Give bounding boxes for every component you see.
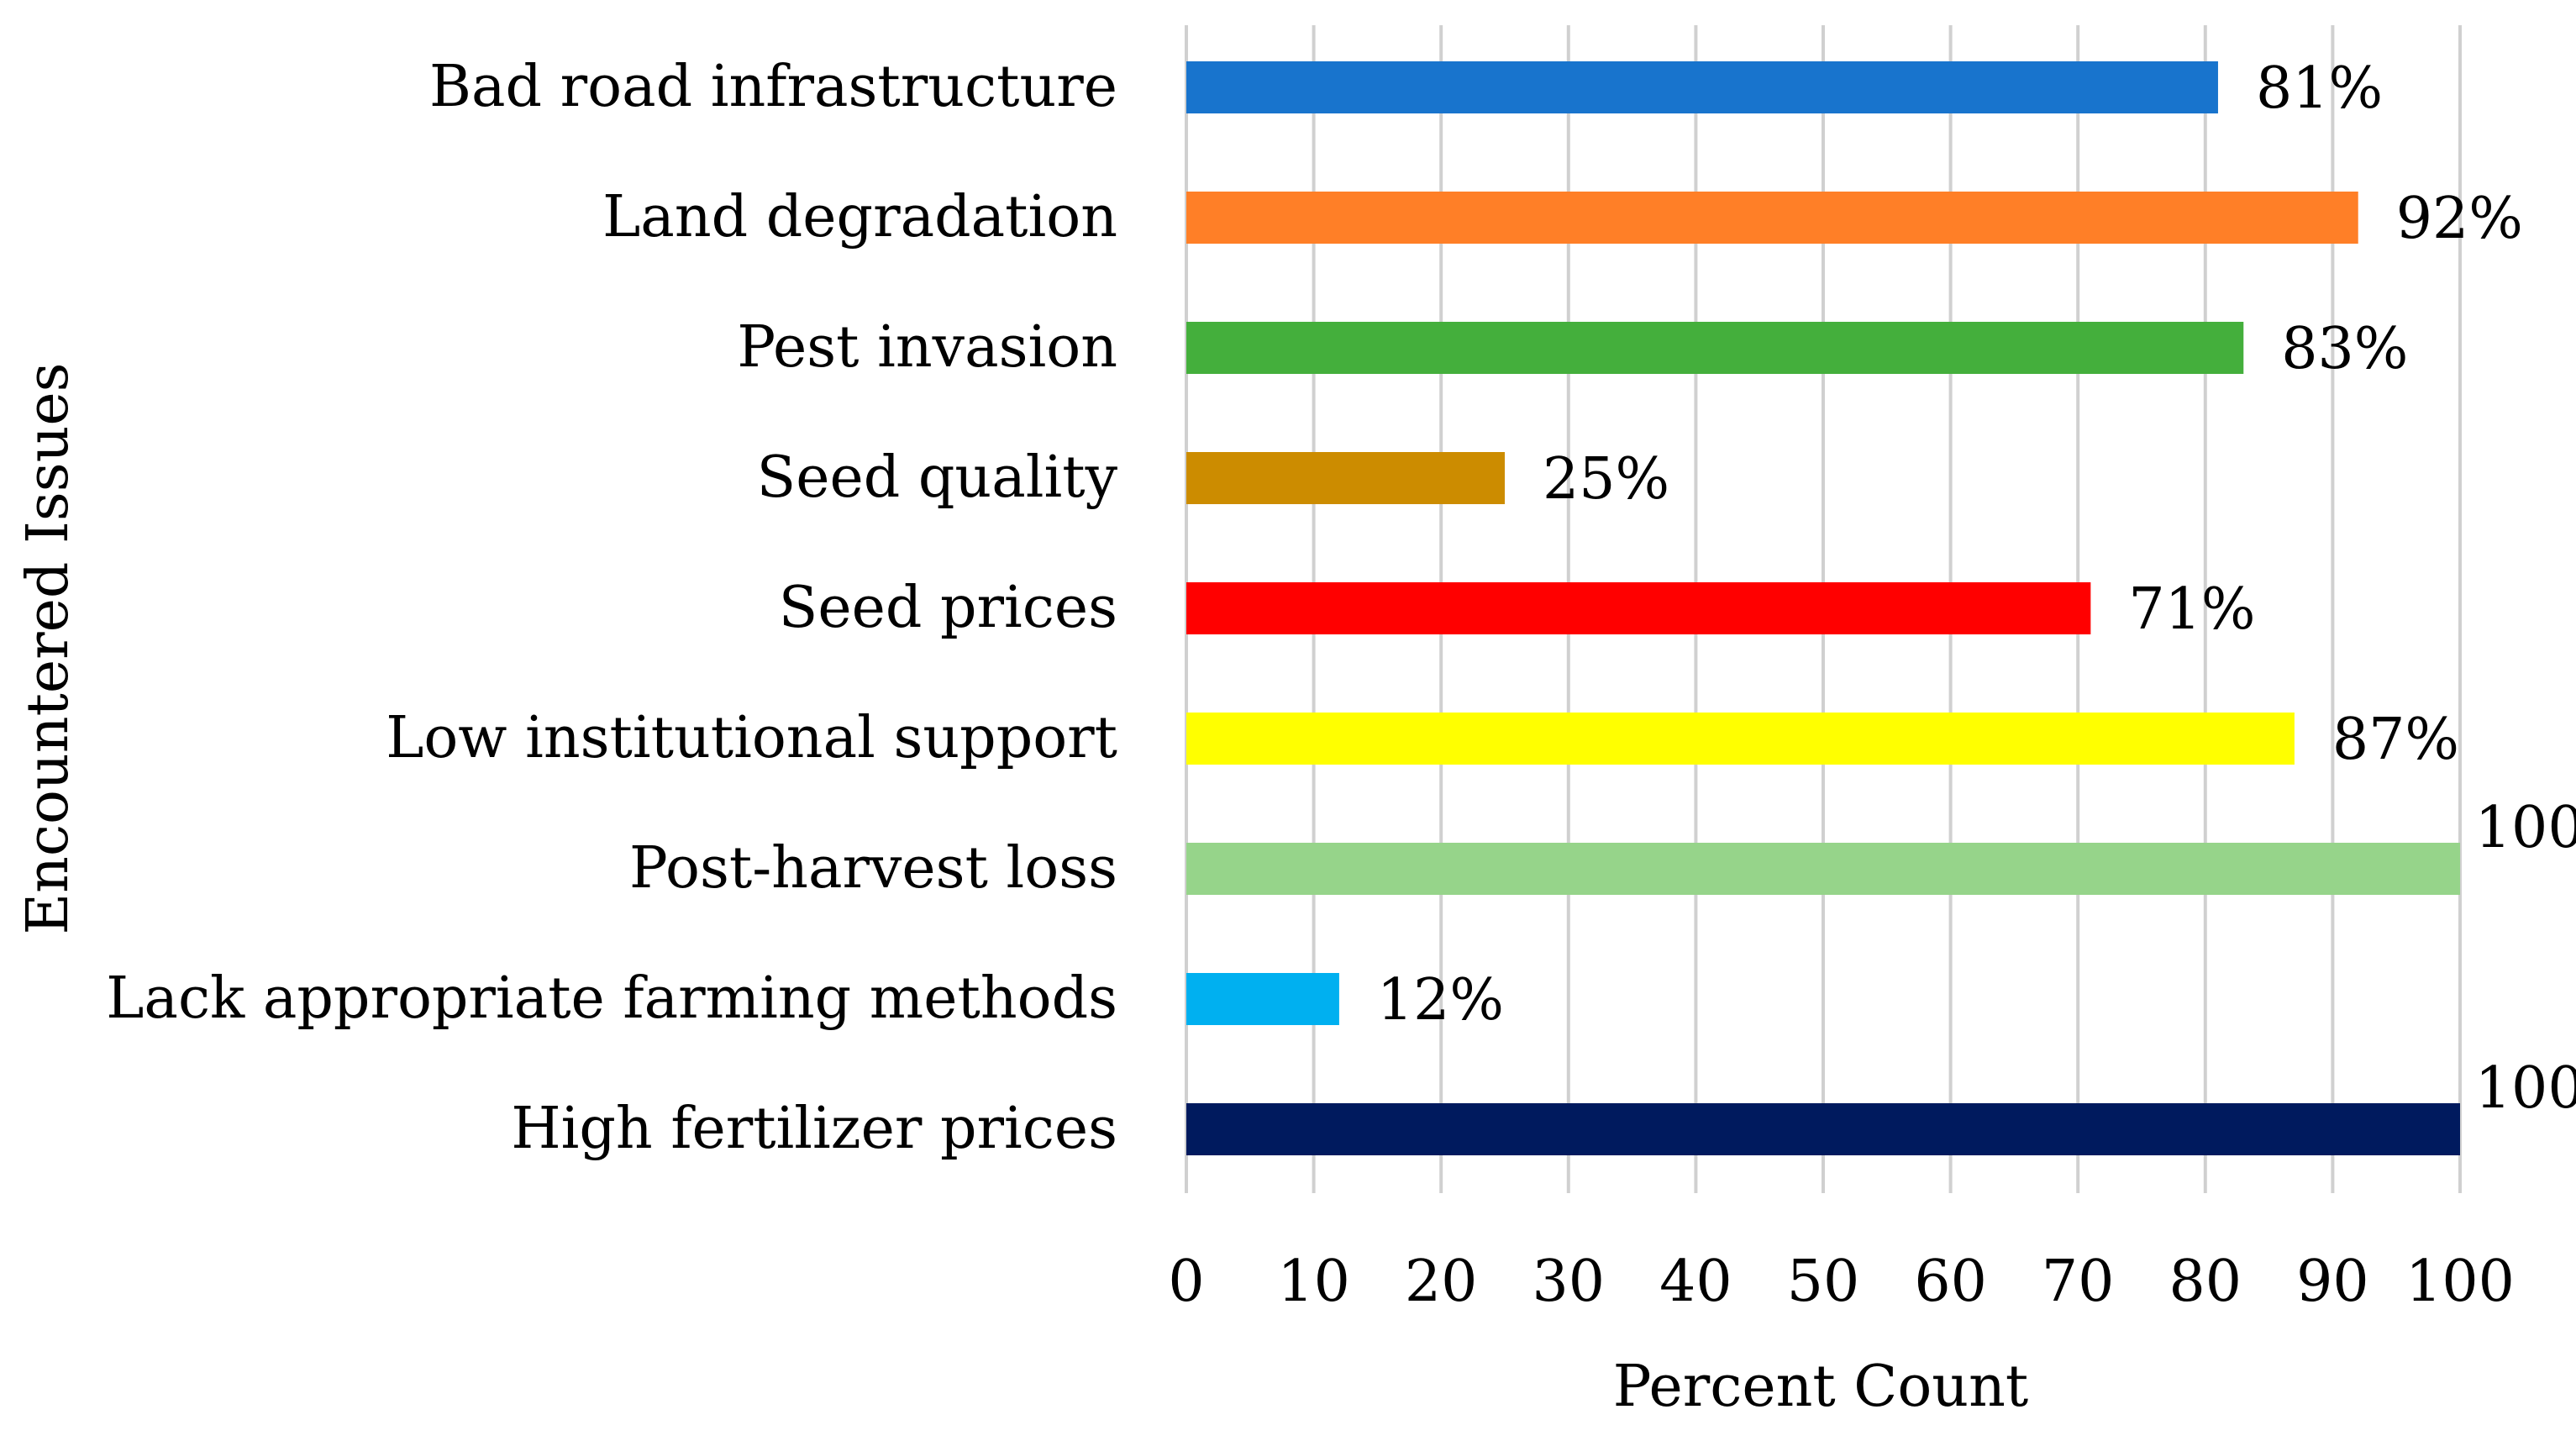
bar: [1186, 452, 1505, 504]
x-tick-label: 40: [1659, 1249, 1732, 1315]
x-tick-label: 70: [2042, 1249, 2115, 1315]
category-label: Land degradation: [602, 184, 1117, 250]
x-axis-title: Percent Count: [1613, 1354, 2028, 1420]
category-label: Lack appropriate farming methods: [106, 965, 1117, 1032]
category-label: Seed prices: [779, 575, 1117, 641]
x-tick-label: 90: [2296, 1249, 2369, 1315]
bar: [1186, 322, 2244, 374]
bar: [1186, 582, 2091, 634]
data-label: 100%: [2475, 1055, 2576, 1122]
bar: [1186, 61, 2218, 113]
bar: [1186, 973, 1339, 1025]
x-tick-label: 60: [1914, 1249, 1987, 1315]
bars: [1186, 61, 2460, 1155]
bar: [1186, 192, 2358, 244]
data-label: 71%: [2128, 576, 2255, 643]
x-tick-label: 0: [1168, 1249, 1204, 1315]
data-label: 81%: [2256, 55, 2383, 122]
category-label: Seed quality: [757, 444, 1118, 511]
bar: [1186, 1103, 2460, 1155]
bar: [1186, 843, 2460, 895]
x-tick-label: 50: [1787, 1249, 1860, 1315]
x-tick-labels: 0 10 20 30 40 50 60 70 80 90 100: [1168, 1249, 2515, 1315]
category-labels: Bad road infrastructure Land degradation P…: [106, 54, 1117, 1162]
bar: [1186, 713, 2295, 765]
x-tick-label: 20: [1405, 1249, 1478, 1315]
data-label: 83%: [2281, 316, 2408, 382]
category-label: Pest invasion: [737, 314, 1117, 381]
data-label: 100%: [2475, 795, 2576, 861]
x-tick-label: 100: [2405, 1249, 2515, 1315]
data-labels: 81%92%83%25%71%87%100%12%100%: [1377, 55, 2576, 1122]
data-label: 25%: [1543, 446, 1669, 513]
y-axis-title: Encountered Issues: [15, 362, 81, 934]
category-label: Low institutional support: [386, 705, 1117, 771]
x-tick-label: 30: [1532, 1249, 1606, 1315]
category-label: Bad road infrastructure: [429, 54, 1117, 120]
category-label: Post-harvest loss: [629, 835, 1117, 902]
category-label: High fertilizer prices: [511, 1096, 1117, 1162]
data-label: 87%: [2332, 707, 2459, 773]
data-label: 12%: [1377, 967, 1504, 1033]
x-tick-label: 80: [2169, 1249, 2242, 1315]
x-tick-label: 10: [1277, 1249, 1350, 1315]
data-label: 92%: [2396, 186, 2523, 252]
